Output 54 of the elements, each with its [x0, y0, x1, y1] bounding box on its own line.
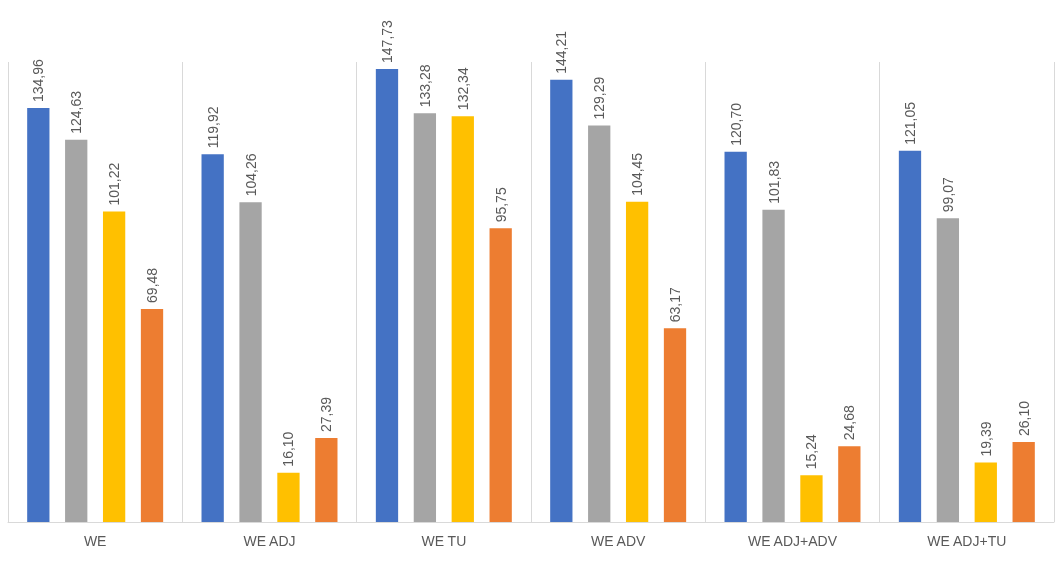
data-label: 27,39: [318, 396, 335, 432]
data-label: 132,34: [454, 67, 471, 111]
data-label: 101,22: [106, 162, 123, 206]
data-label: 69,48: [144, 267, 161, 303]
bar: [898, 150, 922, 522]
data-label: 15,24: [803, 434, 820, 470]
data-label: 104,26: [242, 153, 259, 197]
data-label: 129,29: [591, 76, 608, 120]
bar: [762, 209, 785, 522]
bar: [140, 308, 164, 522]
bar: [588, 125, 611, 522]
bar: [451, 116, 474, 522]
bar: [277, 472, 300, 522]
bar: [413, 113, 437, 522]
x-tick-label: WE: [83, 533, 107, 549]
bar: [102, 211, 126, 522]
data-label: 134,96: [30, 59, 47, 103]
data-label: 121,05: [901, 101, 918, 145]
bar: [838, 446, 861, 522]
data-label: 119,92: [204, 106, 221, 149]
data-label: 133,28: [416, 64, 433, 108]
data-label: 19,39: [977, 421, 994, 457]
data-label: 95,75: [492, 187, 509, 223]
data-label: 26,10: [1015, 400, 1032, 436]
data-label: 16,10: [280, 431, 297, 467]
data-label: 124,63: [68, 90, 85, 134]
data-label: 99,07: [939, 176, 956, 213]
bar: [239, 202, 262, 522]
data-label: 63,17: [667, 287, 684, 323]
bar: [625, 201, 649, 522]
bar: [550, 79, 573, 522]
bar: [663, 328, 687, 522]
bar: [65, 139, 88, 522]
data-label: 144,21: [553, 30, 570, 74]
data-label: 120,70: [727, 102, 744, 146]
bar: [1012, 441, 1035, 522]
data-label: 104,45: [629, 152, 646, 196]
bar: [315, 438, 338, 522]
data-label: 101,83: [765, 160, 782, 204]
bar: [724, 151, 747, 522]
bar: [375, 68, 399, 522]
bar: [800, 475, 823, 522]
bar: [974, 462, 997, 522]
x-tick-label: WE TU: [421, 533, 467, 549]
x-tick-label: WE ADV: [590, 533, 647, 549]
bar: [27, 108, 50, 522]
x-tick-label: WE ADJ+TU: [927, 533, 1007, 549]
x-tick-label: WE ADJ: [243, 533, 296, 549]
data-label: 147,73: [378, 19, 395, 63]
x-tick-label: WE ADJ+ADV: [747, 533, 838, 549]
data-label: 24,68: [841, 405, 858, 441]
bar: [936, 218, 960, 522]
bar: [489, 228, 512, 522]
bar: [201, 154, 224, 522]
